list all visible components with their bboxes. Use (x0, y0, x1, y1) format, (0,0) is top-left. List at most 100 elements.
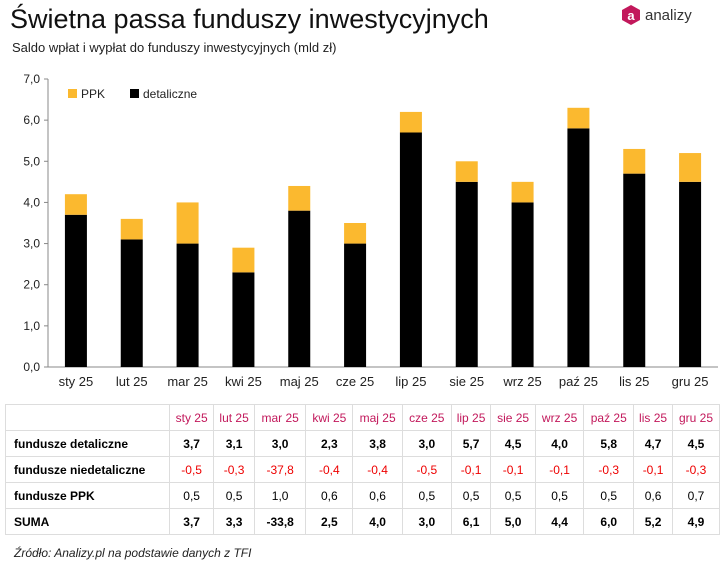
bar-detaliczne (344, 243, 367, 367)
table-cell: 0,5 (213, 482, 255, 509)
table-cell: 1,0 (253, 482, 307, 509)
x-tick-label: sie 25 (449, 374, 484, 389)
table-cell: -0,1 (450, 456, 492, 483)
table-cell: 0,6 (305, 482, 354, 509)
x-tick-label: sty 25 (59, 374, 94, 389)
table-column-header: lip 25 (450, 404, 492, 431)
table-header-row: sty 25 lut 25 mar 25 kwi 25 maj 25 cze 25 lip … (5, 404, 721, 431)
bar-ppk (567, 107, 590, 129)
bar-ppk (679, 153, 702, 182)
table-cell: 0,5 (490, 482, 536, 509)
y-tick-label: 7,0 (23, 72, 40, 86)
x-tick-label: lis 25 (619, 374, 649, 389)
table-corner (5, 404, 170, 431)
table-cell: 6,0 (583, 508, 635, 535)
bar-ppk (120, 218, 143, 240)
x-tick-label: lip 25 (395, 374, 426, 389)
table-column-header: mar 25 (253, 404, 307, 431)
y-tick-label: 0,0 (23, 360, 40, 374)
table-cell: 0,5 (583, 482, 635, 509)
x-tick-label: cze 25 (336, 374, 374, 389)
table-cell: 0,6 (352, 482, 403, 509)
table-cell: -0,3 (671, 456, 721, 483)
table-cell: -37,8 (253, 456, 307, 483)
bar-detaliczne (679, 181, 702, 367)
bar-detaliczne (176, 243, 199, 367)
bar-ppk (623, 148, 646, 174)
table-row-label: SUMA (5, 508, 170, 535)
x-tick-label: gru 25 (672, 374, 709, 389)
table-column-header: lis 25 (633, 404, 673, 431)
bar-detaliczne (511, 202, 534, 367)
table-cell: 4,0 (534, 430, 585, 457)
x-tick-label: maj 25 (280, 374, 319, 389)
bar-ppk (511, 181, 534, 203)
bar-detaliczne (455, 181, 478, 367)
table-row-label: fundusze detaliczne (5, 430, 170, 457)
table-cell: 0,5 (450, 482, 492, 509)
bar-ppk (176, 202, 199, 244)
y-tick-label: 6,0 (23, 113, 40, 127)
table-cell: 0,6 (633, 482, 673, 509)
table-row: fundusze detaliczne 3,7 3,1 3,0 2,3 3,8 3,0 5,7… (5, 430, 721, 457)
table-cell: -0,4 (352, 456, 403, 483)
table-column-header: gru 25 (671, 404, 721, 431)
bar-detaliczne (120, 239, 143, 367)
logo-mark-icon: a (622, 5, 640, 25)
table-cell: 0,5 (534, 482, 585, 509)
logo: a analizy (622, 5, 692, 25)
table-cell: -0,4 (305, 456, 354, 483)
table-column-header: kwi 25 (305, 404, 354, 431)
x-tick-label: paź 25 (559, 374, 598, 389)
table-cell: 0,5 (168, 482, 215, 509)
legend-swatch (68, 89, 77, 98)
table-cell: 5,8 (583, 430, 635, 457)
chart: 0,0 1,0 2,0 3,0 4,0 5,0 6,0 7,0 sty 25 lut 25 mar … (23, 72, 718, 389)
table-cell: 0,5 (401, 482, 452, 509)
table-row-label: fundusze PPK (5, 482, 170, 509)
y-tick-label: 4,0 (23, 195, 40, 209)
legend-swatch (130, 89, 139, 98)
table-cell: 5,2 (633, 508, 673, 535)
table-cell: 2,3 (305, 430, 354, 457)
table-cell: -0,1 (534, 456, 585, 483)
table-cell: 3,3 (213, 508, 255, 535)
source-note: Źródło: Analizy.pl na podstawie danych z… (14, 546, 252, 560)
legend-label: PPK (81, 87, 105, 101)
table-cell: 4,5 (490, 430, 536, 457)
table-row: fundusze niedetaliczne -0,5 -0,3 -37,8 -0,4-… (5, 456, 721, 483)
y-tick-label: 2,0 (23, 278, 40, 292)
table-cell: 3,7 (168, 430, 215, 457)
table-row-label: fundusze niedetaliczne (5, 456, 170, 483)
table-cell: 3,7 (168, 508, 215, 535)
table-cell: 2,5 (305, 508, 354, 535)
table-column-header: paź 25 (583, 404, 635, 431)
bar-ppk (399, 111, 422, 133)
table-cell: 3,0 (401, 508, 452, 535)
y-tick-label: 5,0 (23, 154, 40, 168)
table-cell: 5,0 (490, 508, 536, 535)
table-column-header: cze 25 (401, 404, 452, 431)
bar-ppk (344, 223, 367, 244)
bar-detaliczne (399, 132, 422, 367)
bar-detaliczne (64, 214, 87, 367)
bar-ppk (288, 185, 311, 211)
bar-ppk (455, 161, 478, 182)
table-column-header: maj 25 (352, 404, 403, 431)
table-cell: -0,3 (213, 456, 255, 483)
x-tick-label: wrz 25 (502, 374, 541, 389)
legend-label: detaliczne (143, 87, 197, 101)
table-cell: -0,5 (168, 456, 215, 483)
table-cell: 3,0 (401, 430, 452, 457)
bar-ppk (232, 247, 255, 273)
y-tick-label: 3,0 (23, 237, 40, 251)
bar-detaliczne (567, 128, 590, 367)
bar-detaliczne (232, 272, 255, 367)
page-title: Świetna passa funduszy inwestycyjnych (10, 4, 489, 34)
table-cell: 4,0 (352, 508, 403, 535)
table-column-header: wrz 25 (534, 404, 585, 431)
subtitle: Saldo wpłat i wypłat do funduszy inwesty… (12, 40, 337, 55)
table-cell: 4,5 (671, 430, 721, 457)
table-cell: -0,5 (401, 456, 452, 483)
